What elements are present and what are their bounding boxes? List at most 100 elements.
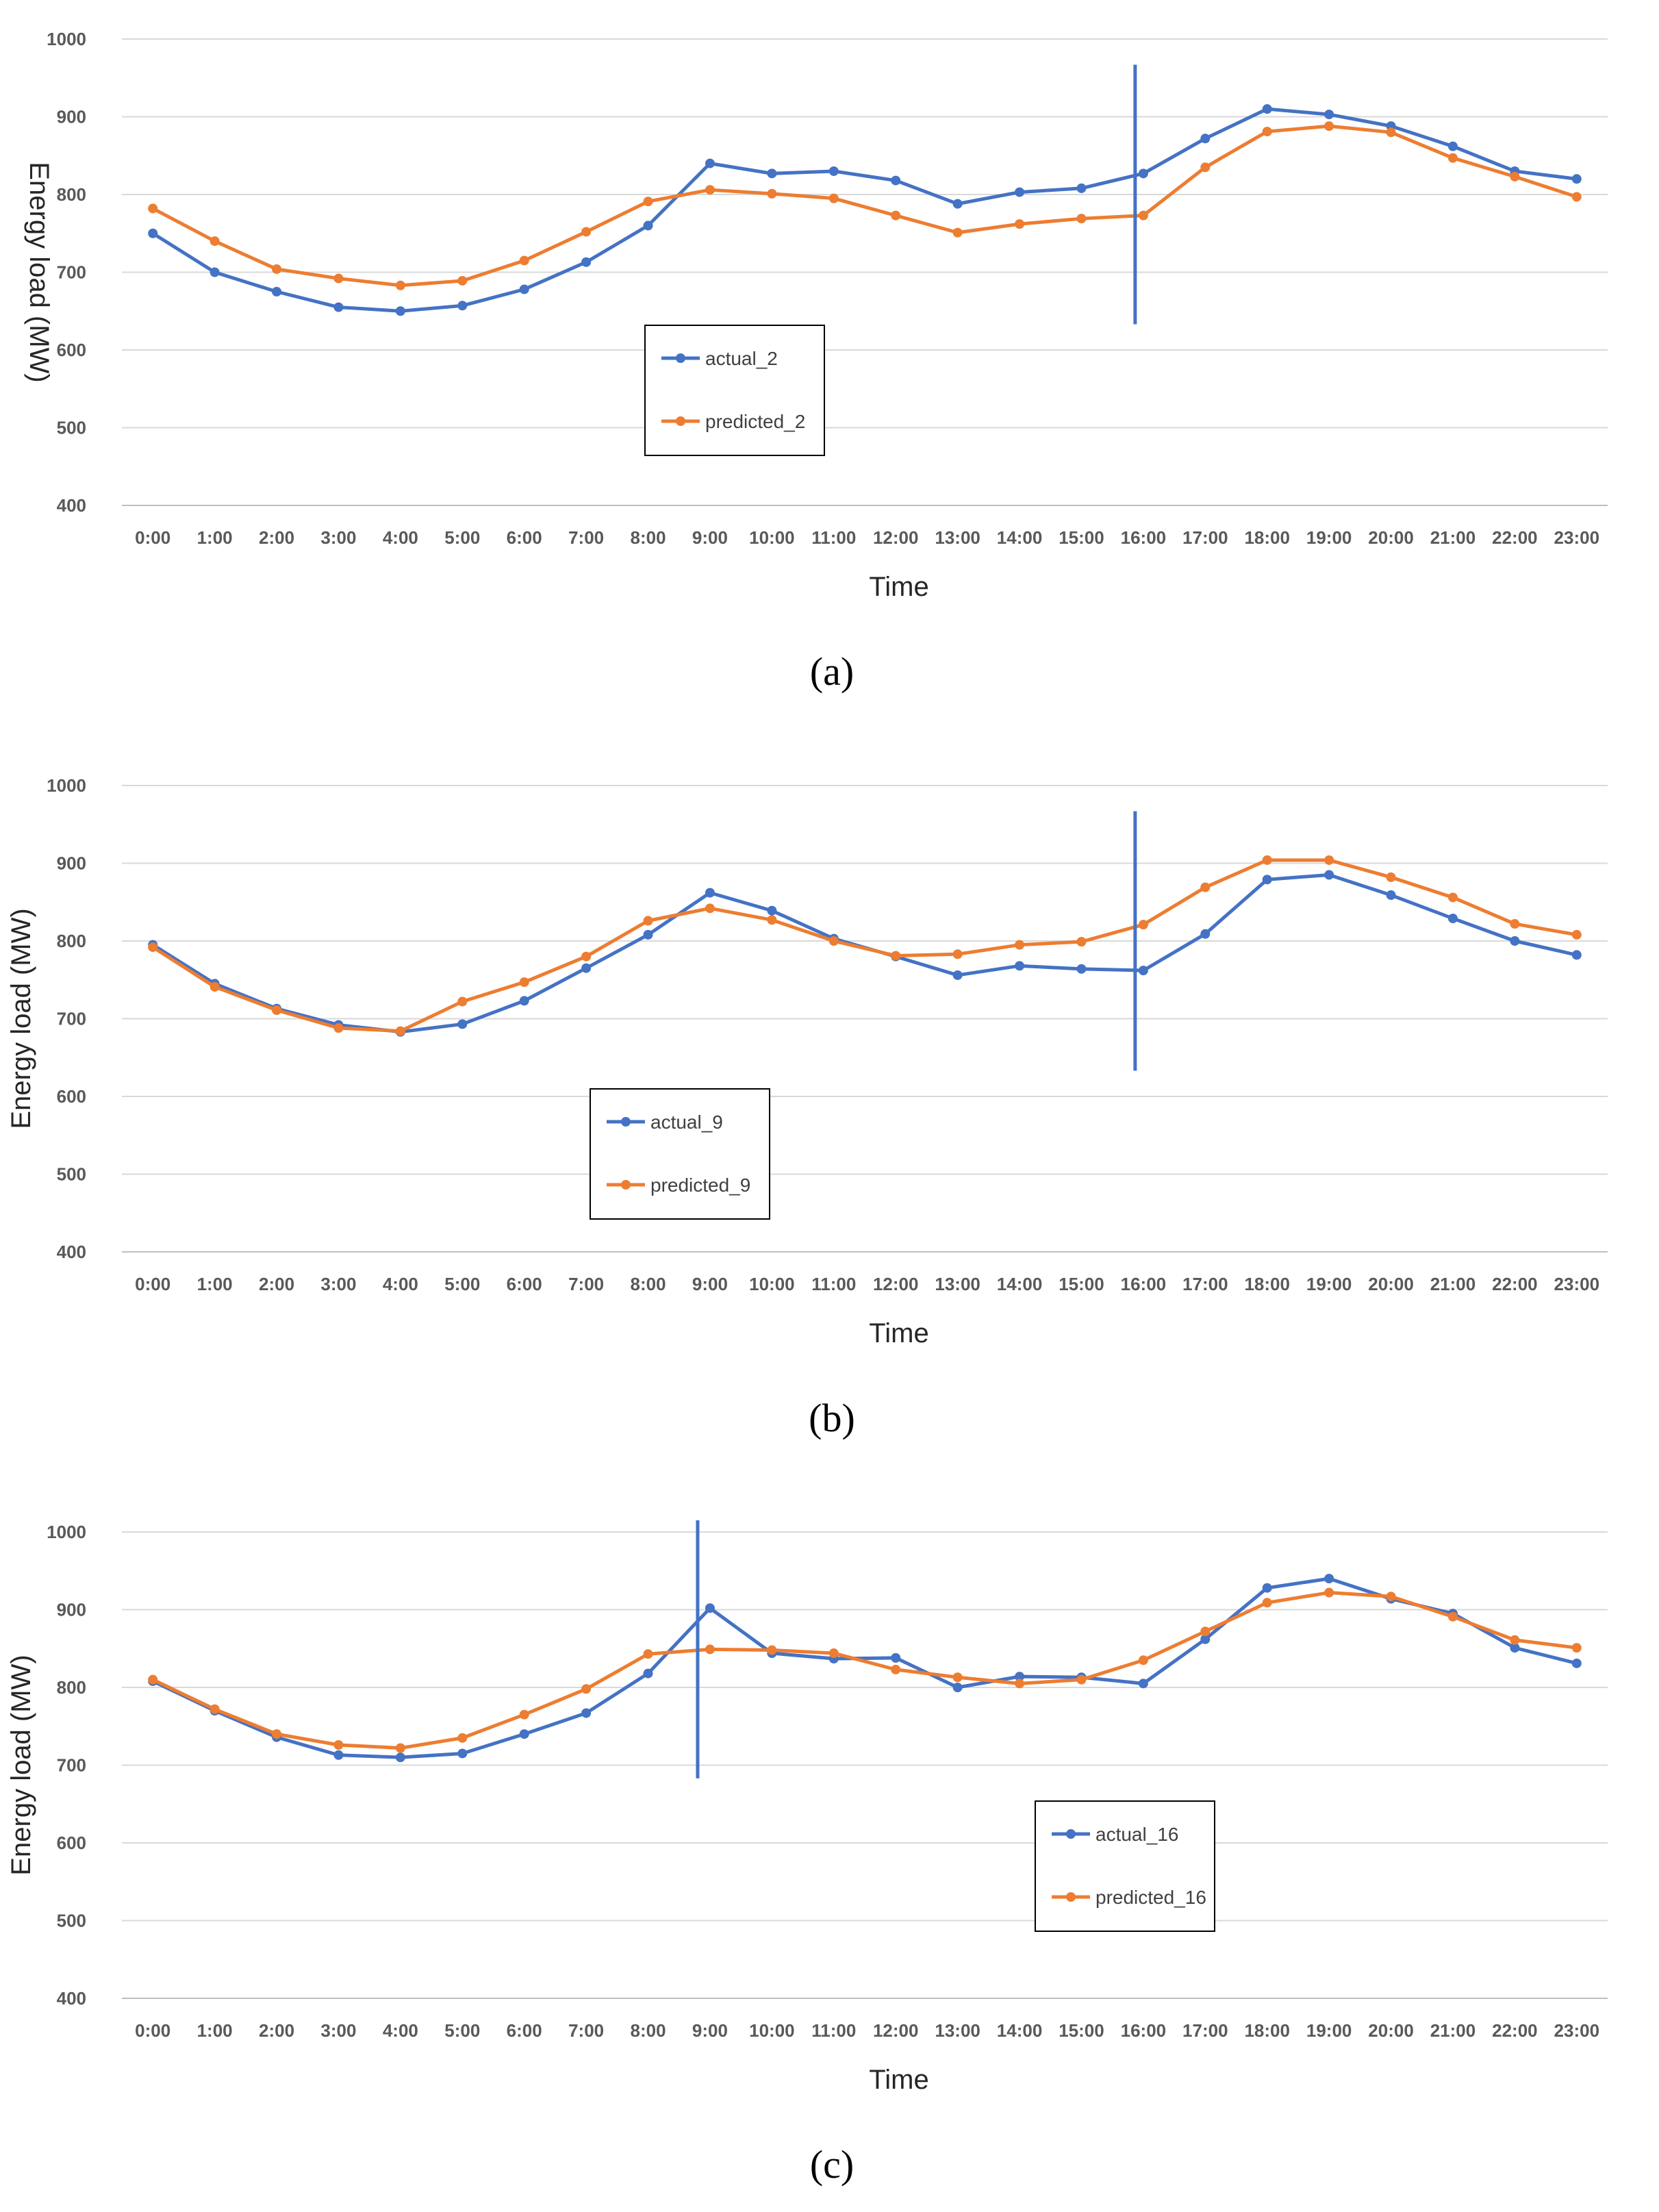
- data-point: [1324, 121, 1334, 131]
- panel-label: (c): [810, 2142, 854, 2187]
- x-tick-label: 19:00: [1306, 527, 1352, 548]
- y-tick-label: 400: [57, 1988, 86, 2009]
- x-tick-label: 6:00: [507, 1274, 542, 1294]
- data-point: [891, 951, 901, 961]
- data-point: [148, 1674, 158, 1685]
- data-point: [457, 996, 468, 1007]
- data-point: [1571, 1643, 1582, 1653]
- data-point: [643, 197, 653, 207]
- series-line-actual_9: [151, 873, 1578, 1034]
- data-point: [643, 929, 653, 940]
- data-point: [828, 1648, 839, 1659]
- data-point: [272, 286, 282, 297]
- data-point: [705, 888, 715, 898]
- legend-label: actual_9: [650, 1111, 723, 1133]
- data-point: [1262, 104, 1272, 114]
- x-tick-label: 16:00: [1121, 527, 1167, 548]
- x-tick-label: 5:00: [444, 527, 480, 548]
- x-tick-label: 2:00: [259, 2020, 294, 2041]
- data-point: [395, 1752, 405, 1763]
- data-point: [1200, 134, 1211, 144]
- line-chart-b: 400 500 600 700 800 900 1000 0:00 1:00 2:00 3:00 4:…: [6, 775, 1608, 1440]
- legend-label: predicted_9: [650, 1174, 750, 1196]
- x-tick-label: 23:00: [1554, 527, 1600, 548]
- data-point: [1324, 1574, 1334, 1584]
- data-point: [272, 1729, 282, 1739]
- x-tick-label: 3:00: [320, 1274, 356, 1294]
- data-point: [1200, 162, 1211, 173]
- data-point: [581, 257, 592, 267]
- x-tick-label: 16:00: [1121, 2020, 1167, 2041]
- legend-swatch-marker: [676, 353, 685, 363]
- legend-label: actual_16: [1096, 1824, 1178, 1845]
- x-tick-label: 2:00: [259, 527, 294, 548]
- data-point: [210, 267, 220, 277]
- x-tick-label: 19:00: [1306, 1274, 1352, 1294]
- x-tick-label: 17:00: [1182, 2020, 1228, 2041]
- x-tick-label: 22:00: [1492, 2020, 1538, 2041]
- data-point: [333, 1739, 344, 1750]
- x-tick-label: 16:00: [1121, 1274, 1167, 1294]
- data-point: [891, 1652, 901, 1663]
- data-point: [705, 1644, 715, 1655]
- x-tick-label: 3:00: [320, 527, 356, 548]
- data-point: [1386, 1592, 1396, 1602]
- data-point: [1138, 210, 1148, 221]
- x-tick-label: 13:00: [935, 1274, 980, 1294]
- data-point: [333, 1750, 344, 1760]
- data-point: [519, 996, 529, 1006]
- data-point: [1262, 127, 1272, 137]
- x-tick-label: 14:00: [997, 1274, 1043, 1294]
- x-tick-label: 9:00: [692, 2020, 728, 2041]
- x-tick-label: 17:00: [1182, 527, 1228, 548]
- y-axis-title: Energy load (MW): [6, 1655, 36, 1875]
- data-point: [1324, 110, 1334, 120]
- data-point: [643, 221, 653, 231]
- x-tick-label: 11:00: [811, 527, 856, 548]
- x-tick-label: 15:00: [1059, 1274, 1104, 1294]
- data-point: [519, 977, 529, 988]
- x-tick-label: 0:00: [135, 527, 170, 548]
- legend-label: predicted_2: [705, 411, 805, 432]
- data-point: [148, 203, 158, 214]
- data-point: [1447, 892, 1458, 903]
- data-point: [1138, 1679, 1148, 1689]
- line-chart-a: 400 500 600 700 800 900 1000 0:00 1:00 2:00 3:00 4:…: [24, 29, 1608, 694]
- chart-panel-b: 400 500 600 700 800 900 1000 0:00 1:00 2:00 3:00 4:…: [0, 746, 1659, 1466]
- x-tick-label: 15:00: [1059, 2020, 1104, 2041]
- data-point: [395, 1743, 405, 1753]
- x-tick-label: 22:00: [1492, 1274, 1538, 1294]
- data-point: [1262, 855, 1272, 865]
- x-tick-label: 14:00: [997, 2020, 1043, 2041]
- data-point: [828, 936, 839, 946]
- data-point: [581, 1684, 592, 1694]
- data-point: [519, 284, 529, 294]
- data-point: [581, 1708, 592, 1718]
- data-point: [1510, 171, 1520, 181]
- data-point: [581, 227, 592, 237]
- x-tick-label: 10:00: [749, 2020, 795, 2041]
- y-tick-label: 500: [57, 418, 86, 438]
- x-tick-label: 5:00: [444, 1274, 480, 1294]
- data-point: [891, 175, 901, 186]
- series-line-predicted_2: [152, 124, 1578, 288]
- x-tick-label: 11:00: [811, 1274, 856, 1294]
- data-point: [1015, 961, 1025, 971]
- data-point: [457, 275, 468, 286]
- data-point: [952, 199, 963, 209]
- y-tick-label: 1000: [47, 29, 86, 49]
- x-tick-label: 18:00: [1244, 1274, 1290, 1294]
- legend-swatch-marker: [621, 1117, 631, 1127]
- data-point: [272, 264, 282, 274]
- x-axis-title: Time: [869, 2065, 928, 2095]
- data-point: [333, 1023, 344, 1033]
- x-tick-label: 18:00: [1244, 2020, 1290, 2041]
- y-tick-label: 800: [57, 1677, 86, 1698]
- y-tick-label: 800: [57, 184, 86, 205]
- x-tick-label: 20:00: [1368, 527, 1414, 548]
- data-point: [210, 1704, 220, 1714]
- x-tick-label: 22:00: [1492, 527, 1538, 548]
- data-point: [333, 302, 344, 312]
- x-tick-label: 11:00: [811, 2020, 856, 2041]
- data-point: [1510, 919, 1520, 929]
